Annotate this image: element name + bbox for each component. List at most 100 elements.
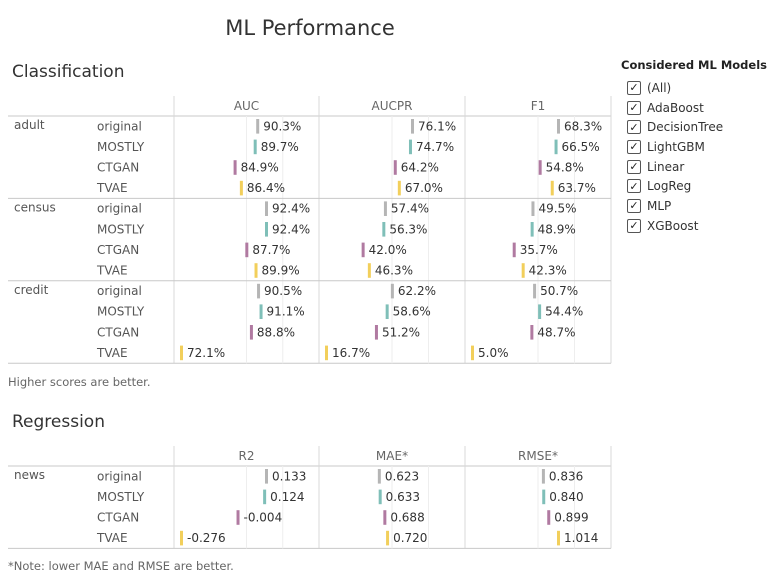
- value-mark: [550, 180, 554, 196]
- legend-item-all[interactable]: ✓ (All): [621, 78, 767, 98]
- value-mark: [512, 242, 516, 258]
- value-mark: [236, 510, 240, 525]
- value-label: -0.276: [187, 531, 226, 545]
- value-mark: [361, 242, 365, 258]
- legend-item-label: (All): [647, 80, 672, 95]
- value-mark: [542, 489, 546, 505]
- value-mark: [531, 201, 535, 216]
- column-header: RMSE*: [518, 449, 558, 463]
- value-label: 50.7%: [540, 284, 578, 298]
- value-mark: [254, 263, 258, 278]
- value-mark: [245, 242, 249, 258]
- dataset-label: census: [14, 200, 56, 214]
- value-label: 5.0%: [478, 346, 509, 360]
- value-label: 74.7%: [416, 140, 454, 154]
- model-label: original: [97, 284, 142, 298]
- value-label: 90.5%: [264, 284, 302, 298]
- checkbox-icon[interactable]: ✓: [627, 179, 641, 194]
- value-mark: [393, 160, 397, 175]
- legend-item-decisiontree[interactable]: ✓ DecisionTree: [621, 117, 767, 137]
- value-label: 1.014: [564, 531, 598, 545]
- value-mark: [530, 325, 534, 340]
- value-label: 57.4%: [391, 202, 429, 216]
- value-mark: [383, 510, 387, 525]
- value-mark: [538, 160, 542, 175]
- value-mark: [383, 201, 387, 216]
- legend-item-lightgbm[interactable]: ✓ LightGBM: [621, 137, 767, 157]
- classification-table: AUC AUCPR F1 adult original 90.3% 76.1% 68.3% MO…: [8, 96, 612, 364]
- model-label: original: [97, 119, 142, 133]
- value-label: 91.1%: [267, 305, 305, 319]
- value-label: 46.3%: [375, 264, 413, 278]
- value-mark: [259, 304, 263, 319]
- checkbox-icon[interactable]: ✓: [627, 80, 641, 95]
- checkbox-icon[interactable]: ✓: [627, 100, 641, 115]
- value-mark: [557, 119, 560, 134]
- dataset-label: adult: [14, 118, 45, 132]
- checkbox-icon[interactable]: ✓: [627, 198, 641, 213]
- value-label: 64.2%: [401, 161, 439, 175]
- value-label: 0.836: [549, 469, 583, 483]
- value-label: 72.1%: [187, 346, 225, 360]
- value-mark: [530, 222, 534, 237]
- value-label: 92.4%: [272, 202, 310, 216]
- model-label: MOSTLY: [97, 305, 145, 319]
- value-label: 54.8%: [546, 161, 584, 175]
- value-label: 42.3%: [529, 264, 567, 278]
- model-label: MOSTLY: [97, 140, 145, 154]
- model-label: TVAE: [96, 346, 128, 360]
- value-label: 66.5%: [562, 140, 600, 154]
- model-label: CTGAN: [97, 325, 139, 339]
- value-label: 89.7%: [261, 140, 299, 154]
- value-mark: [239, 180, 243, 196]
- legend-item-label: Linear: [647, 159, 685, 174]
- value-mark: [265, 201, 268, 216]
- value-label: 0.840: [549, 490, 583, 504]
- value-mark: [265, 222, 268, 237]
- checkbox-icon[interactable]: ✓: [627, 139, 641, 154]
- legend-item-label: LogReg: [647, 179, 692, 194]
- classification-note: Higher scores are better.: [8, 375, 151, 389]
- checkbox-icon[interactable]: ✓: [627, 120, 641, 135]
- model-label: TVAE: [96, 264, 128, 278]
- value-mark: [180, 345, 183, 361]
- value-label: 90.3%: [263, 119, 301, 133]
- legend-item-mlp[interactable]: ✓ MLP: [621, 196, 767, 216]
- value-mark: [180, 530, 183, 546]
- chart-title: ML Performance: [225, 16, 395, 40]
- model-label: CTGAN: [97, 161, 139, 175]
- dataset-label: news: [14, 468, 45, 482]
- value-mark: [408, 139, 412, 155]
- checkbox-icon[interactable]: ✓: [627, 159, 641, 174]
- legend-item-linear[interactable]: ✓ Linear: [621, 157, 767, 177]
- value-mark: [547, 510, 551, 525]
- legend-item-logreg[interactable]: ✓ LogReg: [621, 176, 767, 196]
- column-header: AUC: [234, 99, 259, 113]
- checkbox-icon[interactable]: ✓: [627, 218, 641, 233]
- value-mark: [367, 263, 371, 278]
- model-label: MOSTLY: [97, 222, 145, 236]
- value-mark: [521, 263, 525, 278]
- classification-title: Classification: [12, 62, 125, 82]
- value-mark: [325, 345, 328, 361]
- value-label: 76.1%: [418, 119, 456, 133]
- value-label: 84.9%: [241, 161, 279, 175]
- value-label: 62.2%: [398, 284, 436, 298]
- legend-item-adaboost[interactable]: ✓ AdaBoost: [621, 98, 767, 118]
- value-mark: [253, 139, 257, 155]
- value-mark: [257, 283, 261, 299]
- value-label: 89.9%: [262, 264, 300, 278]
- legend-item-xgboost[interactable]: ✓ XGBoost: [621, 216, 767, 236]
- value-label: 35.7%: [520, 243, 558, 257]
- model-label: CTGAN: [97, 511, 139, 525]
- value-label: 16.7%: [332, 346, 370, 360]
- value-label: 42.0%: [369, 243, 407, 257]
- value-mark: [554, 139, 558, 155]
- value-mark: [397, 180, 401, 196]
- regression-note: *Note: lower MAE and RMSE are better.: [8, 559, 234, 573]
- value-mark: [538, 304, 542, 319]
- value-mark: [385, 304, 389, 319]
- value-mark: [377, 469, 381, 484]
- value-mark: [557, 530, 560, 546]
- value-mark: [263, 489, 267, 505]
